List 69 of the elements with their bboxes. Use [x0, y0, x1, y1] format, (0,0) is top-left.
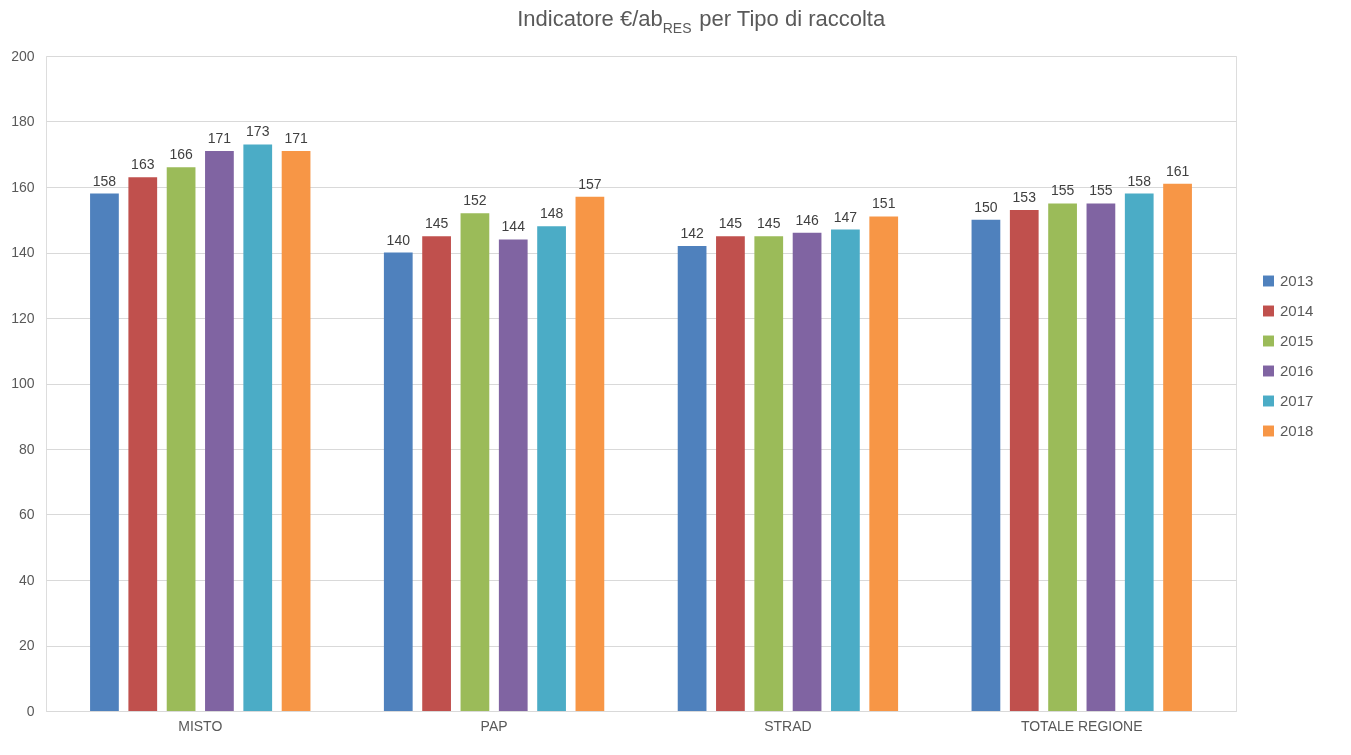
- data-label: 158: [92, 172, 117, 189]
- data-label: 150: [974, 198, 998, 215]
- y-tick-label: 20: [18, 637, 35, 653]
- data-label: 145: [424, 215, 449, 232]
- legend-label: 2013: [1280, 272, 1314, 289]
- bar: [281, 150, 311, 711]
- y-tick-label: 0: [26, 702, 35, 719]
- data-label: 157: [578, 175, 602, 192]
- bar: [166, 167, 196, 711]
- legend-label: 2016: [1280, 362, 1314, 379]
- bar: [128, 177, 158, 711]
- bar: [575, 196, 605, 711]
- data-label: 140: [386, 231, 411, 248]
- y-tick-label: 140: [11, 244, 35, 260]
- bar: [754, 236, 784, 711]
- y-tick-label: 80: [18, 440, 35, 457]
- bar: [716, 236, 745, 711]
- bar: [460, 213, 490, 711]
- bar: [792, 232, 822, 711]
- bar: [831, 229, 860, 711]
- y-tick-label: 100: [11, 375, 35, 391]
- x-tick-label: PAP: [480, 717, 508, 734]
- bar: [383, 252, 413, 711]
- bar: [90, 193, 119, 711]
- data-label: 171: [207, 129, 232, 146]
- y-tick-label: 40: [18, 571, 35, 588]
- legend-label: 2014: [1280, 302, 1314, 319]
- y-tick-label: 160: [11, 178, 35, 195]
- data-label: 145: [718, 215, 743, 232]
- bar: [243, 144, 273, 711]
- data-label: 144: [501, 218, 526, 235]
- bar: [537, 226, 566, 711]
- y-tick-label: 180: [11, 113, 35, 129]
- bar: [1124, 193, 1154, 711]
- data-label: 147: [833, 208, 858, 225]
- data-label: 171: [284, 129, 308, 146]
- bar: [869, 216, 899, 711]
- data-label: 158: [1127, 172, 1152, 189]
- data-label: 148: [539, 205, 564, 222]
- y-tick-label: 120: [11, 309, 35, 326]
- bar: [1163, 183, 1192, 711]
- x-tick-label: TOTALE REGIONE: [1020, 717, 1143, 734]
- bar: [1086, 203, 1116, 711]
- legend-label: 2017: [1280, 392, 1314, 409]
- bar: [1048, 203, 1077, 711]
- x-tick-label: MISTO: [178, 717, 223, 734]
- legend-label: 2015: [1280, 332, 1314, 349]
- data-label: 161: [1165, 162, 1190, 179]
- bar: [677, 245, 707, 711]
- data-label: 152: [463, 192, 487, 209]
- bar: [971, 219, 1001, 711]
- data-label: 163: [131, 156, 155, 173]
- y-tick-label: 60: [18, 506, 35, 522]
- data-label: 173: [246, 123, 270, 140]
- data-label: 151: [872, 195, 896, 212]
- bar: [498, 239, 528, 711]
- y-tick-label: 200: [11, 47, 35, 64]
- data-label: 153: [1012, 188, 1037, 205]
- bar: [422, 236, 451, 711]
- x-tick-label: STRAD: [764, 717, 812, 734]
- data-label: 146: [795, 211, 819, 228]
- data-label: 155: [1089, 182, 1113, 199]
- data-label: 145: [757, 215, 781, 232]
- data-label: 142: [680, 224, 704, 241]
- data-label: 166: [169, 146, 193, 163]
- data-label: 155: [1050, 182, 1075, 199]
- bar: [205, 150, 234, 711]
- legend-label: 2018: [1280, 422, 1314, 439]
- bar: [1009, 209, 1039, 711]
